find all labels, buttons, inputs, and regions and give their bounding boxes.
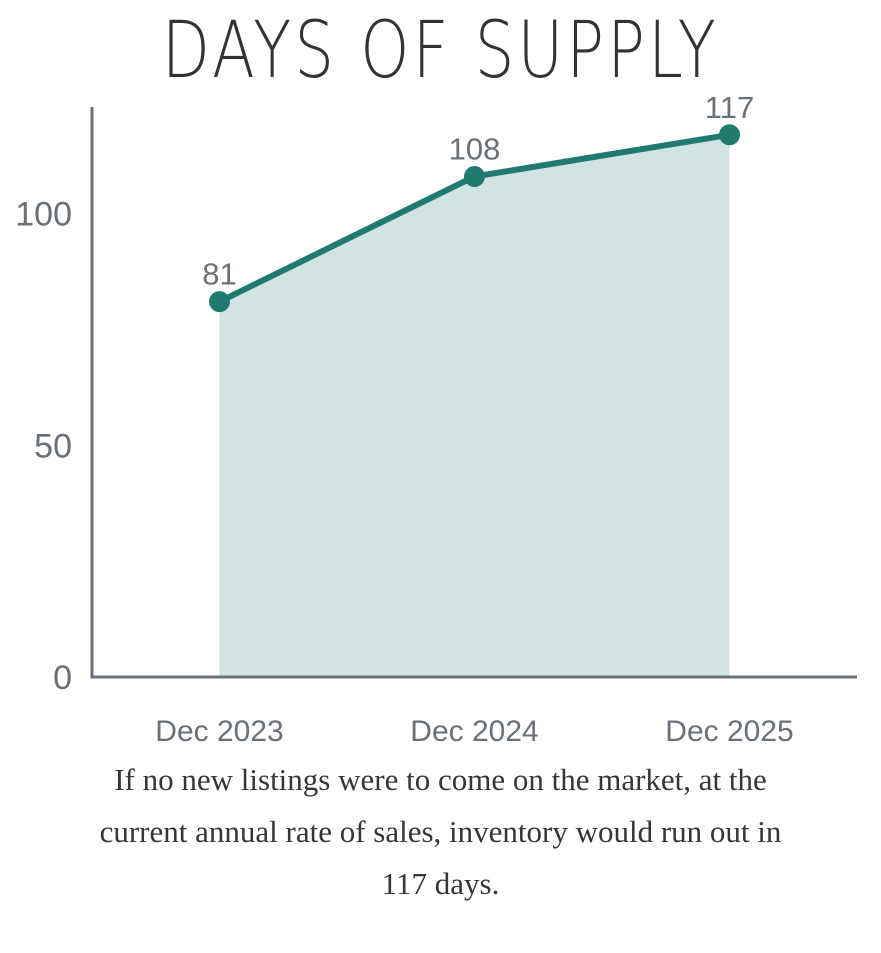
chart-caption: If no new listings were to come on the m… <box>0 754 881 910</box>
x-tick-label: Dec 2025 <box>665 715 793 748</box>
axis-lines <box>90 107 857 679</box>
y-tick-label: 100 <box>15 196 72 234</box>
y-tick-label: 50 <box>34 427 72 465</box>
y-tick-label: 0 <box>53 659 72 697</box>
x-tick-label: Dec 2024 <box>410 715 538 748</box>
data-point-label: 108 <box>449 132 501 167</box>
data-point <box>719 124 740 146</box>
data-point <box>209 291 230 313</box>
x-tick-label: Dec 2023 <box>155 715 283 748</box>
chart-title: DAYS OF SUPPLY <box>161 6 720 96</box>
data-point-label: 81 <box>202 257 236 292</box>
days-of-supply-chart: 81 108 117 0 50 100 Dec 2023 Dec 2024 Dec 2025 <box>15 90 857 748</box>
caption-line: 117 days. <box>381 866 500 901</box>
caption-line: If no new listings were to come on the m… <box>114 762 767 797</box>
data-point <box>464 166 485 188</box>
caption-line: current annual rate of sales, inventory … <box>99 814 782 849</box>
data-point-label: 117 <box>705 90 754 125</box>
area-fill <box>219 134 730 677</box>
